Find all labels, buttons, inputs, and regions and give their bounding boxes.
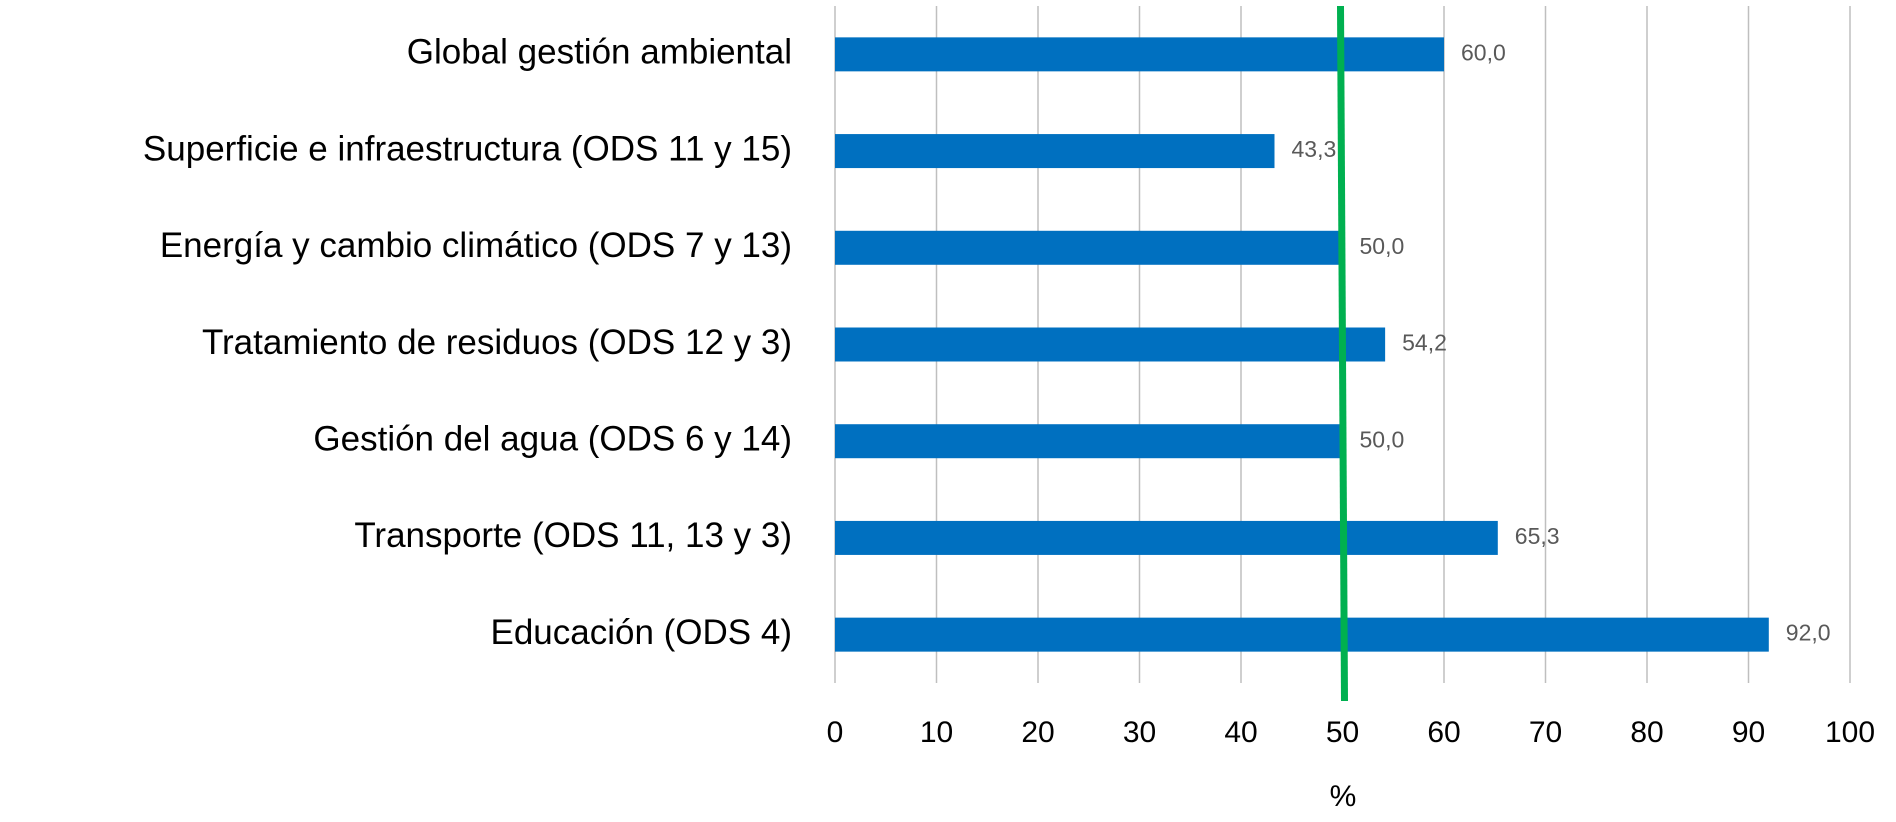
- x-tick-label: 90: [1732, 716, 1765, 749]
- x-tick-label: 10: [920, 716, 953, 749]
- bar: [835, 520, 1498, 555]
- value-label: 65,3: [1515, 523, 1560, 549]
- x-tick-label: 30: [1123, 716, 1156, 749]
- y-tick-label: Energía y cambio climático (ODS 7 y 13): [160, 226, 792, 265]
- y-tick-label: Gestión del agua (ODS 6 y 14): [313, 419, 792, 458]
- value-label: 92,0: [1786, 620, 1831, 646]
- y-tick-label: Educación (ODS 4): [490, 613, 792, 652]
- value-label: 60,0: [1461, 39, 1506, 65]
- bar: [835, 134, 1275, 169]
- bar: [835, 37, 1444, 72]
- bar: [835, 230, 1343, 265]
- value-label: 50,0: [1360, 426, 1405, 452]
- y-tick-label: Global gestión ambiental: [407, 33, 792, 72]
- x-axis-label: %: [1330, 780, 1357, 813]
- y-tick-label: Tratamiento de residuos (ODS 12 y 3): [202, 323, 792, 362]
- x-tick-label: 70: [1529, 716, 1562, 749]
- x-tick-label: 60: [1427, 716, 1460, 749]
- bar: [835, 327, 1386, 362]
- bar: [835, 617, 1769, 652]
- bar: [835, 424, 1343, 459]
- y-tick-label: Superficie e infraestructura (ODS 11 y 1…: [143, 129, 792, 168]
- x-tick-label: 80: [1630, 716, 1663, 749]
- value-label: 43,3: [1291, 136, 1336, 162]
- reference-line: [1337, 5, 1348, 702]
- value-label: 54,2: [1402, 330, 1447, 356]
- x-tick-label: 40: [1224, 716, 1257, 749]
- x-tick-label: 20: [1021, 716, 1054, 749]
- x-tick-label: 50: [1326, 716, 1359, 749]
- value-label: 50,0: [1360, 233, 1405, 259]
- x-tick-label: 100: [1825, 716, 1875, 749]
- y-tick-label: Transporte (ODS 11, 13 y 3): [354, 516, 792, 555]
- x-tick-label: 0: [827, 716, 844, 749]
